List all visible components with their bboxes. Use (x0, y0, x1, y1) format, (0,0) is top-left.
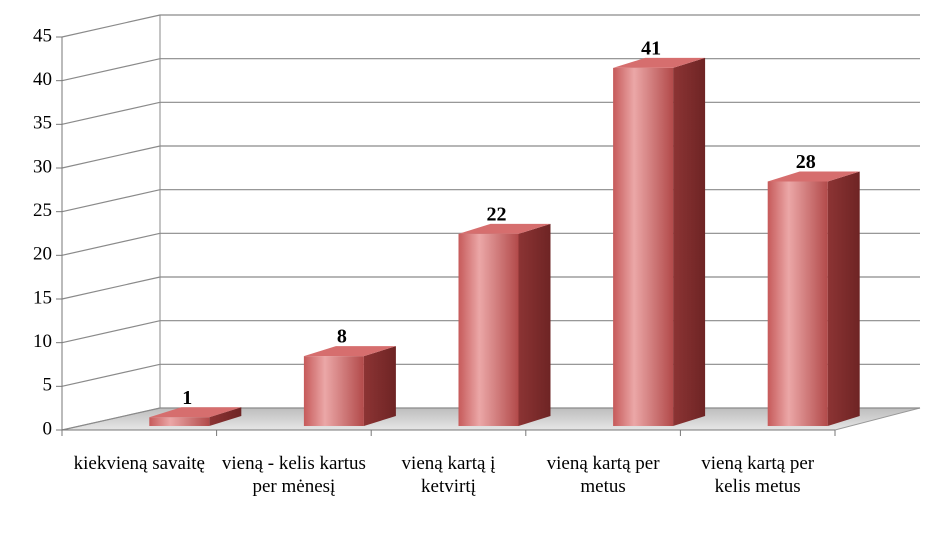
bar-top (767, 171, 860, 182)
x-tick-label: vieną kartą per metus (546, 453, 660, 497)
bar-side (673, 57, 706, 426)
y-tick-label: 5 (43, 375, 53, 396)
x-tick-label: vieną kartą į ketvirtį (401, 453, 496, 497)
y-tick-label: 30 (33, 156, 52, 177)
bar-top (613, 57, 706, 68)
bar-side (363, 346, 396, 426)
x-tick-label: vieną - kelis kartus per mėnesį (221, 453, 366, 497)
y-tick-label: 10 (33, 331, 52, 352)
y-tick-label: 25 (33, 200, 52, 221)
bar-side (518, 223, 551, 426)
bar (303, 356, 364, 426)
y-tick-label: 45 (33, 25, 52, 46)
grid-line (61, 58, 920, 82)
data-label: 22 (487, 203, 507, 225)
bar-top (303, 346, 396, 357)
bar (613, 67, 674, 426)
grid-line (61, 101, 920, 125)
bar-top (458, 223, 551, 234)
grid-line (61, 145, 920, 169)
x-tick-label: vieną kartą per kelis metus (701, 453, 815, 497)
bar-side (209, 407, 242, 426)
data-label: 1 (182, 387, 192, 409)
data-label: 28 (796, 151, 816, 173)
grid-line (61, 14, 920, 38)
y-tick-label: 0 (43, 418, 53, 439)
x-tick-label: kiekvieną savaitę (73, 453, 205, 474)
bar (767, 181, 828, 426)
y-tick-label: 20 (33, 244, 52, 265)
bar-side (827, 171, 860, 426)
data-label: 8 (337, 326, 347, 348)
bar (458, 233, 519, 426)
bar (149, 417, 210, 426)
y-tick-label: 40 (33, 69, 52, 90)
bar-top (149, 407, 242, 418)
y-tick-label: 35 (33, 113, 52, 134)
data-label: 41 (641, 38, 661, 60)
y-tick-label: 15 (33, 287, 52, 308)
